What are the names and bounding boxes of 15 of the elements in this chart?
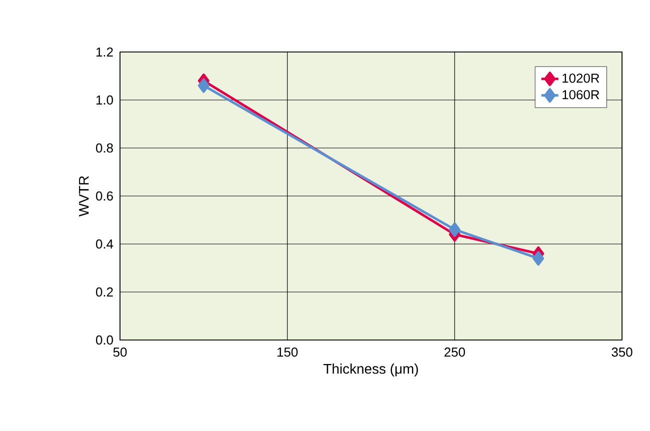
y-tick-label: 0.6 — [96, 191, 113, 201]
x-tick-label: 350 — [612, 348, 632, 357]
x-tick-label: 150 — [278, 348, 298, 357]
x-axis-title: Thickness (μm) — [324, 364, 418, 377]
y-tick-label: 0.2 — [96, 287, 113, 297]
y-axis-title: WVTR — [79, 176, 89, 216]
x-tick-label: 250 — [444, 348, 465, 357]
legend-label: 1060R — [562, 90, 600, 100]
y-tick-label: 0.0 — [96, 335, 113, 345]
y-tick-label: 0.4 — [96, 239, 114, 249]
y-tick-label: 0.8 — [96, 143, 113, 153]
y-tick-label: 1.2 — [96, 47, 113, 57]
x-tick-label: 50 — [113, 348, 127, 357]
y-tick-label: 1.0 — [96, 95, 113, 105]
legend-label: 1020R — [562, 74, 600, 83]
